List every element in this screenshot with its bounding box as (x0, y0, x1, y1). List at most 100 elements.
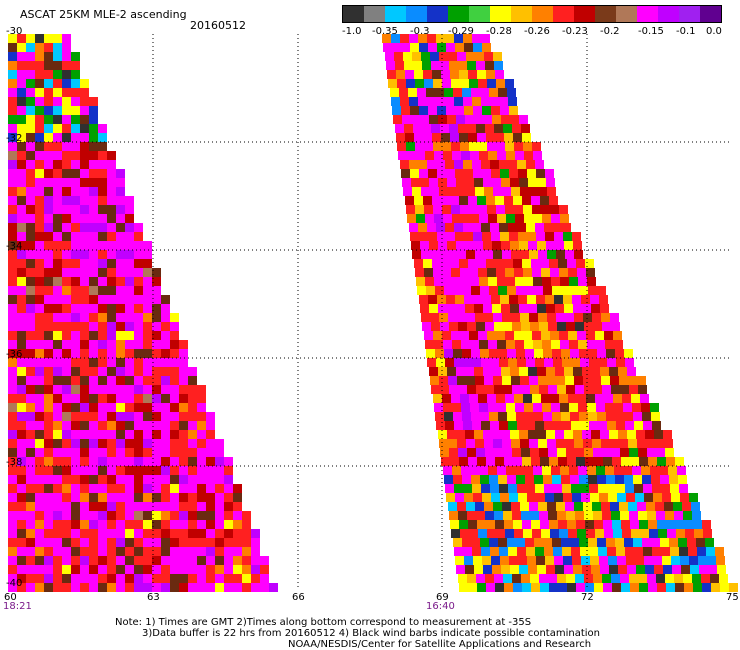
swath-cell (573, 565, 582, 574)
swath-cell (683, 511, 692, 520)
swath-cell (161, 448, 170, 457)
swath-cell (8, 529, 17, 538)
swath-cell (17, 367, 26, 376)
swath-cell (479, 466, 488, 475)
swath-cell (665, 448, 674, 457)
swath-cell (161, 340, 170, 349)
swath-cell (511, 502, 520, 511)
swath-cell (719, 574, 728, 583)
swath-cell (660, 475, 669, 484)
swath-cell (179, 511, 188, 520)
swath-cell (26, 475, 35, 484)
swath-cell (559, 529, 568, 538)
swath-cell (242, 529, 251, 538)
swath-cell (524, 214, 533, 223)
swath-cell (699, 565, 708, 574)
swath-cell (522, 259, 531, 268)
swath-cell (71, 169, 80, 178)
swath-cell (197, 412, 206, 421)
swath-cell (98, 259, 107, 268)
swath-cell (577, 394, 586, 403)
swath-cell (678, 475, 687, 484)
swath-cell (125, 502, 134, 511)
swath-cell (463, 223, 472, 232)
swath-cell (89, 295, 98, 304)
swath-cell (661, 547, 670, 556)
swath-cell (143, 394, 152, 403)
swath-cell (8, 313, 17, 322)
swath-cell (26, 160, 35, 169)
swath-cell (98, 493, 107, 502)
swath-cell (53, 583, 62, 592)
swath-cell (8, 511, 17, 520)
swath-cell (674, 574, 683, 583)
swath-cell (98, 511, 107, 520)
swath-cell (548, 448, 557, 457)
swath-cell (80, 268, 89, 277)
swath-cell (62, 133, 71, 142)
colorbar-label: -0.26 (524, 26, 550, 37)
swath-cell (170, 349, 179, 358)
swath-cell (26, 403, 35, 412)
swath-cell (475, 502, 484, 511)
swath-cell (491, 106, 500, 115)
swath-cell (493, 439, 502, 448)
swath-cell (506, 151, 515, 160)
swath-cell (206, 493, 215, 502)
swath-cell (544, 358, 553, 367)
swath-cell (134, 358, 143, 367)
swath-cell (500, 295, 509, 304)
swath-cell (80, 331, 89, 340)
swath-cell (161, 349, 170, 358)
swath-cell (98, 196, 107, 205)
swath-cell (107, 565, 116, 574)
swath-cell (116, 565, 125, 574)
swath-cell (535, 484, 544, 493)
swath-cell (445, 97, 454, 106)
swath-cell (455, 169, 464, 178)
swath-cell (71, 133, 80, 142)
swath-cell (543, 286, 552, 295)
swath-cell (391, 34, 400, 43)
swath-cell (654, 565, 663, 574)
swath-cell (35, 106, 44, 115)
swath-cell (491, 493, 500, 502)
swath-cell (616, 484, 625, 493)
swath-cell (188, 520, 197, 529)
swath-cell (80, 529, 89, 538)
swath-cell (539, 511, 548, 520)
swath-cell (472, 484, 481, 493)
swath-cell (489, 538, 498, 547)
swath-cell (8, 385, 17, 394)
swath-cell (500, 106, 509, 115)
swath-cell (35, 439, 44, 448)
swath-cell (80, 448, 89, 457)
swath-cell (26, 70, 35, 79)
swath-cell (468, 259, 477, 268)
swath-cell (152, 466, 161, 475)
swath-cell (44, 529, 53, 538)
swath-cell (423, 259, 432, 268)
swath-cell (161, 367, 170, 376)
swath-cell (674, 511, 683, 520)
swath-cell (495, 583, 504, 592)
swath-cell (179, 529, 188, 538)
swath-cell (556, 376, 565, 385)
swath-cell (143, 556, 152, 565)
swath-cell (530, 322, 539, 331)
swath-cell (161, 475, 170, 484)
colorbar-swatch (553, 6, 574, 22)
swath-cell (26, 331, 35, 340)
swath-cell (531, 259, 540, 268)
swath-cell (594, 520, 603, 529)
swath-cell (179, 349, 188, 358)
swath-cell (426, 349, 435, 358)
swath-cell (663, 565, 672, 574)
swath-cell (428, 232, 437, 241)
swath-cell (116, 403, 125, 412)
swath-cell (516, 412, 525, 421)
swath-cell (527, 295, 536, 304)
swath-cell (89, 205, 98, 214)
swath-cell (89, 241, 98, 250)
swath-cell (536, 232, 545, 241)
